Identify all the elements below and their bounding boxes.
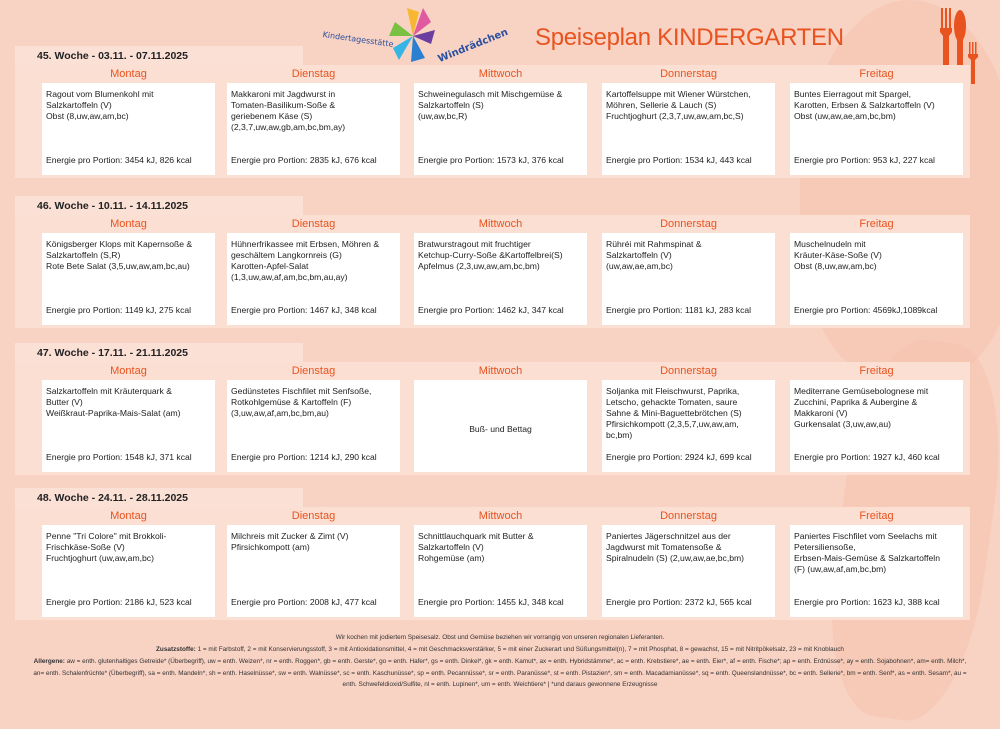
menu-text: Ragout vom Blumenkohl mit Salzkartoffeln… [46,89,154,121]
allergens-label: Allergene: [33,658,65,665]
day-header: Donnerstag [660,510,717,522]
menu-text: Bratwurstragout mit fruchtiger Ketchup-C… [418,239,563,271]
energy-info: Energie pro Portion: 1214 kJ, 290 kcal [231,452,377,462]
menu-text: Paniertes Jägerschnitzel aus der Jagdwur… [606,531,745,563]
footer-note: Wir kochen mit jodiertem Speisesalz. Obs… [335,634,665,641]
menu-card: Kartoffelsuppe mit Wiener Würstchen, Möh… [602,83,775,175]
day-header: Montag [110,365,147,377]
energy-info: Energie pro Portion: 2008 kJ, 477 kcal [231,597,377,607]
energy-info: Energie pro Portion: 2372 kJ, 565 kcal [606,597,752,607]
menu-card: Buntes Eierragout mit Spargel, Karotten,… [790,83,963,175]
additives-text: 1 = mit Farbstoff, 2 = mit Konservierung… [197,646,844,653]
day-header: Donnerstag [660,68,717,80]
week-title: 45. Woche - 03.11. - 07.11.2025 [15,46,303,65]
menu-text: Soljanka mit Fleischwurst, Paprika, Lets… [606,386,742,440]
energy-info: Energie pro Portion: 1455 kJ, 348 kcal [418,597,564,607]
menu-text: Schnittlauchquark mit Butter & Salzkarto… [418,531,534,563]
energy-info: Energie pro Portion: 1149 kJ, 275 kcal [46,305,192,315]
energy-info: Energie pro Portion: 1534 kJ, 443 kcal [606,155,752,165]
menu-card: Bratwurstragout mit fruchtiger Ketchup-C… [414,233,587,325]
day-header: Dienstag [291,365,336,377]
menu-text: Hühnerfrikassee mit Erbsen, Möhren & ges… [231,239,380,282]
day-header: Freitag [859,365,894,377]
week-panel: Montag Salzkartoffeln mit Kräuterquark &… [15,362,970,475]
day-header: Freitag [859,218,894,230]
day-header: Mittwoch [478,365,523,377]
menu-text: Buß- und Bettag [469,423,532,434]
energy-info: Energie pro Portion: 1623 kJ, 388 kcal [794,597,940,607]
energy-info: Energie pro Portion: 953 kJ, 227 kcal [794,155,935,165]
menu-text: Salzkartoffeln mit Kräuterquark & Butter… [46,386,181,418]
day-header: Dienstag [291,218,336,230]
week-title: 48. Woche - 24.11. - 28.11.2025 [15,488,303,507]
svg-text:Windrädchen: Windrädchen [436,27,508,65]
energy-info: Energie pro Portion: 1927 kJ, 460 kcal [794,452,940,462]
day-header: Mittwoch [478,510,523,522]
menu-text: Mediterrane Gemüsebolognese mit Zucchini… [794,386,929,429]
page-title: Speiseplan KINDERGARTEN [535,24,844,51]
menu-text: Muschelnudeln mit Kräuter-Käse-Soße (V) … [794,239,882,271]
menu-text: Kartoffelsuppe mit Wiener Würstchen, Möh… [606,89,751,121]
energy-info: Energie pro Portion: 2835 kJ, 676 kcal [231,155,377,165]
energy-info: Energie pro Portion: 1181 kJ, 283 kcal [606,305,752,315]
energy-info: Energie pro Portion: 4569kJ,1089kcal [794,305,938,315]
day-header: Freitag [859,510,894,522]
week-panel: Montag Penne "Tri Colore" mit Brokkoli- … [15,507,970,620]
menu-card: Paniertes Jägerschnitzel aus der Jagdwur… [602,525,775,617]
menu-card: Hühnerfrikassee mit Erbsen, Möhren & ges… [227,233,400,325]
menu-card: Makkaroni mit Jagdwurst in Tomaten-Basil… [227,83,400,175]
day-header: Donnerstag [660,365,717,377]
footer-additives: Zusatzstoffe: 1 = mit Farbstoff, 2 = mit… [0,644,1000,656]
day-header: Montag [110,510,147,522]
menu-text: Buntes Eierragout mit Spargel, Karotten,… [794,89,935,121]
menu-card: Rühréi mit Rahmspinat & Salzkartoffeln (… [602,233,775,325]
energy-info: Energie pro Portion: 1462 kJ, 347 kcal [418,305,564,315]
day-header: Montag [110,68,147,80]
energy-info: Energie pro Portion: 2186 kJ, 523 kcal [46,597,192,607]
menu-card: Salzkartoffeln mit Kräuterquark & Butter… [42,380,215,472]
menu-card: Buß- und Bettag [414,380,587,472]
allergens-text: aw = enth. glutenhaltiges Getreide* (Übe… [33,658,967,688]
day-header: Montag [110,218,147,230]
menu-text: Paniertes Fischfilet vom Seelachs mit Pe… [794,531,940,574]
menu-text: Gedünstetes Fischfilet mit Senfsoße, Rot… [231,386,372,418]
menu-card: Mediterrane Gemüsebolognese mit Zucchini… [790,380,963,472]
menu-card: Soljanka mit Fleischwurst, Paprika, Lets… [602,380,775,472]
day-header: Dienstag [291,68,336,80]
energy-info: Energie pro Portion: 1548 kJ, 371 kcal [46,452,192,462]
week-panel: Montag Ragout vom Blumenkohl mit Salzkar… [15,65,970,178]
day-header: Donnerstag [660,218,717,230]
energy-info: Energie pro Portion: 2924 kJ, 699 kcal [606,452,752,462]
day-header: Freitag [859,68,894,80]
menu-text: Rühréi mit Rahmspinat & Salzkartoffeln (… [606,239,702,271]
week-title: 47. Woche - 17.11. - 21.11.2025 [15,343,303,362]
energy-info: Energie pro Portion: 1573 kJ, 376 kcal [418,155,564,165]
menu-card: Gedünstetes Fischfilet mit Senfsoße, Rot… [227,380,400,472]
svg-text:Kindertagesstätte: Kindertagesstätte [322,30,394,49]
menu-card: Ragout vom Blumenkohl mit Salzkartoffeln… [42,83,215,175]
day-header: Dienstag [291,510,336,522]
menu-card: Muschelnudeln mit Kräuter-Käse-Soße (V) … [790,233,963,325]
menu-text: Schweinegulasch mit Mischgemüse & Salzka… [418,89,563,121]
menu-text: Milchreis mit Zucker & Zimt (V) Pfirsich… [231,531,349,552]
menu-card: Milchreis mit Zucker & Zimt (V) Pfirsich… [227,525,400,617]
energy-info: Energie pro Portion: 1467 kJ, 348 kcal [231,305,377,315]
menu-card: Schnittlauchquark mit Butter & Salzkarto… [414,525,587,617]
additives-label: Zusatzstoffe: [156,646,196,653]
menu-text: Penne "Tri Colore" mit Brokkoli- Frischk… [46,531,167,563]
menu-card: Penne "Tri Colore" mit Brokkoli- Frischk… [42,525,215,617]
footer-allergens: Allergene: aw = enth. glutenhaltiges Get… [30,656,970,691]
menu-card: Königsberger Klops mit Kapernsoße & Salz… [42,233,215,325]
day-header: Mittwoch [478,68,523,80]
week-panel: Montag Königsberger Klops mit Kapernsoße… [15,215,970,328]
energy-info: Energie pro Portion: 3454 kJ, 826 kcal [46,155,192,165]
menu-text: Königsberger Klops mit Kapernsoße & Salz… [46,239,193,271]
week-title: 46. Woche - 10.11. - 14.11.2025 [15,196,303,215]
menu-card: Paniertes Fischfilet vom Seelachs mit Pe… [790,525,963,617]
menu-card: Schweinegulasch mit Mischgemüse & Salzka… [414,83,587,175]
day-header: Mittwoch [478,218,523,230]
pinwheel-logo: Kindertagesstätte Windrädchen [322,8,508,65]
menu-text: Makkaroni mit Jagdwurst in Tomaten-Basil… [231,89,346,132]
